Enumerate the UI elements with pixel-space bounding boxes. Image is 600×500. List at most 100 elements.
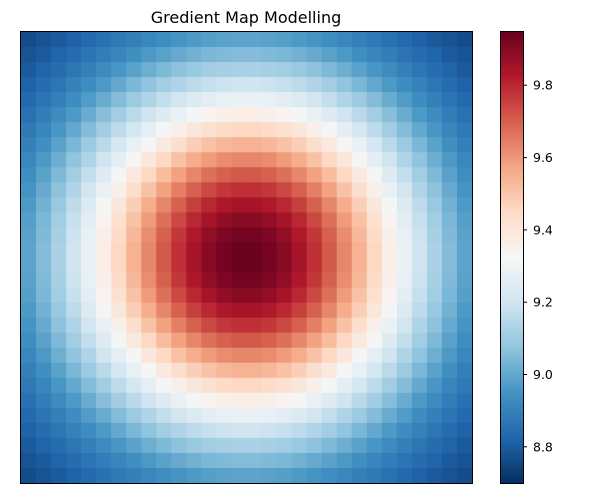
heatmap-cell — [81, 242, 97, 259]
heatmap-cell — [126, 392, 142, 409]
heatmap-cell — [51, 107, 67, 123]
heatmap-cell — [321, 137, 338, 153]
heatmap-cell — [36, 47, 52, 63]
heatmap-cell — [396, 167, 413, 183]
heatmap-cell — [381, 167, 398, 183]
heatmap-cell — [306, 47, 323, 63]
heatmap-cell — [336, 227, 353, 244]
heatmap-cell — [141, 317, 157, 334]
heatmap-cell — [186, 62, 202, 78]
heatmap-cell — [261, 47, 278, 63]
heatmap-cell — [21, 107, 37, 123]
heatmap-cell — [36, 272, 52, 289]
heatmap-cell — [126, 452, 142, 469]
heatmap-cell — [246, 407, 263, 424]
heatmap-cell — [231, 392, 248, 409]
heatmap-cell — [396, 32, 413, 48]
heatmap-cell — [36, 107, 52, 123]
heatmap-cell — [276, 422, 293, 439]
heatmap-cell — [36, 257, 52, 274]
heatmap-cell — [336, 152, 353, 168]
heatmap-cell — [81, 167, 97, 183]
heatmap-cell — [366, 407, 383, 424]
heatmap-cell — [81, 287, 97, 304]
heatmap-cell — [156, 152, 172, 168]
heatmap-cell — [81, 452, 97, 469]
heatmap-cell — [336, 137, 353, 153]
heatmap-cell — [186, 182, 202, 198]
heatmap-cell — [96, 62, 112, 78]
heatmap-cell — [396, 152, 413, 168]
heatmap-cell — [141, 332, 157, 349]
heatmap-cell — [306, 107, 323, 123]
heatmap-cell — [411, 257, 428, 274]
heatmap-cell — [66, 77, 82, 93]
heatmap-cell — [456, 272, 473, 289]
heatmap-cell — [366, 77, 383, 93]
heatmap-cell — [216, 332, 233, 349]
heatmap-cell — [51, 152, 67, 168]
heatmap-cell — [396, 272, 413, 289]
heatmap-cell — [81, 32, 97, 48]
heatmap-cell — [126, 467, 142, 484]
heatmap-cell — [201, 152, 218, 168]
heatmap-cell — [111, 467, 127, 484]
heatmap-cell — [381, 32, 398, 48]
heatmap-cell — [231, 272, 248, 289]
heatmap-cell — [426, 62, 443, 78]
heatmap-cell — [321, 77, 338, 93]
heatmap-cell — [456, 317, 473, 334]
heatmap-cell — [126, 77, 142, 93]
heatmap-cell — [81, 257, 97, 274]
heatmap-cell — [51, 137, 67, 153]
heatmap-cell — [156, 377, 172, 394]
heatmap-cell — [21, 137, 37, 153]
heatmap-cell — [141, 137, 157, 153]
heatmap-cell — [171, 287, 187, 304]
heatmap-cell — [201, 77, 218, 93]
heatmap-cell — [426, 467, 443, 484]
heatmap-cell — [156, 197, 172, 213]
heatmap-cell — [381, 392, 398, 409]
heatmap-cell — [366, 272, 383, 289]
heatmap-cell — [411, 362, 428, 379]
heatmap-cell — [201, 407, 218, 424]
heatmap-cell — [306, 287, 323, 304]
heatmap-cell — [141, 92, 157, 108]
heatmap-cell — [426, 107, 443, 123]
heatmap-cell — [456, 377, 473, 394]
heatmap-cell — [321, 302, 338, 319]
heatmap-cell — [96, 77, 112, 93]
heatmap-cell — [336, 302, 353, 319]
heatmap-cell — [351, 32, 368, 48]
heatmap-cell — [171, 77, 187, 93]
heatmap-cell — [21, 77, 37, 93]
heatmap-cell — [351, 227, 368, 244]
heatmap-cell — [21, 122, 37, 138]
heatmap-cell — [276, 347, 293, 364]
heatmap-cell — [111, 167, 127, 183]
heatmap-cell — [261, 467, 278, 484]
heatmap-cell — [321, 362, 338, 379]
heatmap-cell — [396, 137, 413, 153]
heatmap-cell — [186, 287, 202, 304]
heatmap-cell — [276, 362, 293, 379]
heatmap-cell — [291, 272, 308, 289]
heatmap-cell — [381, 197, 398, 213]
heatmap-cell — [81, 317, 97, 334]
heatmap-cell — [156, 47, 172, 63]
heatmap-cell — [426, 452, 443, 469]
heatmap-cell — [246, 47, 263, 63]
heatmap-cell — [381, 467, 398, 484]
heatmap-cell — [81, 62, 97, 78]
heatmap-cell — [261, 197, 278, 213]
heatmap-cell — [66, 452, 82, 469]
heatmap-cell — [276, 167, 293, 183]
heatmap-cell — [411, 272, 428, 289]
heatmap-cell — [96, 347, 112, 364]
heatmap-cell — [441, 77, 458, 93]
heatmap-cell — [81, 227, 97, 244]
heatmap-cell — [201, 32, 218, 48]
heatmap-cell — [141, 152, 157, 168]
heatmap-cell — [261, 407, 278, 424]
